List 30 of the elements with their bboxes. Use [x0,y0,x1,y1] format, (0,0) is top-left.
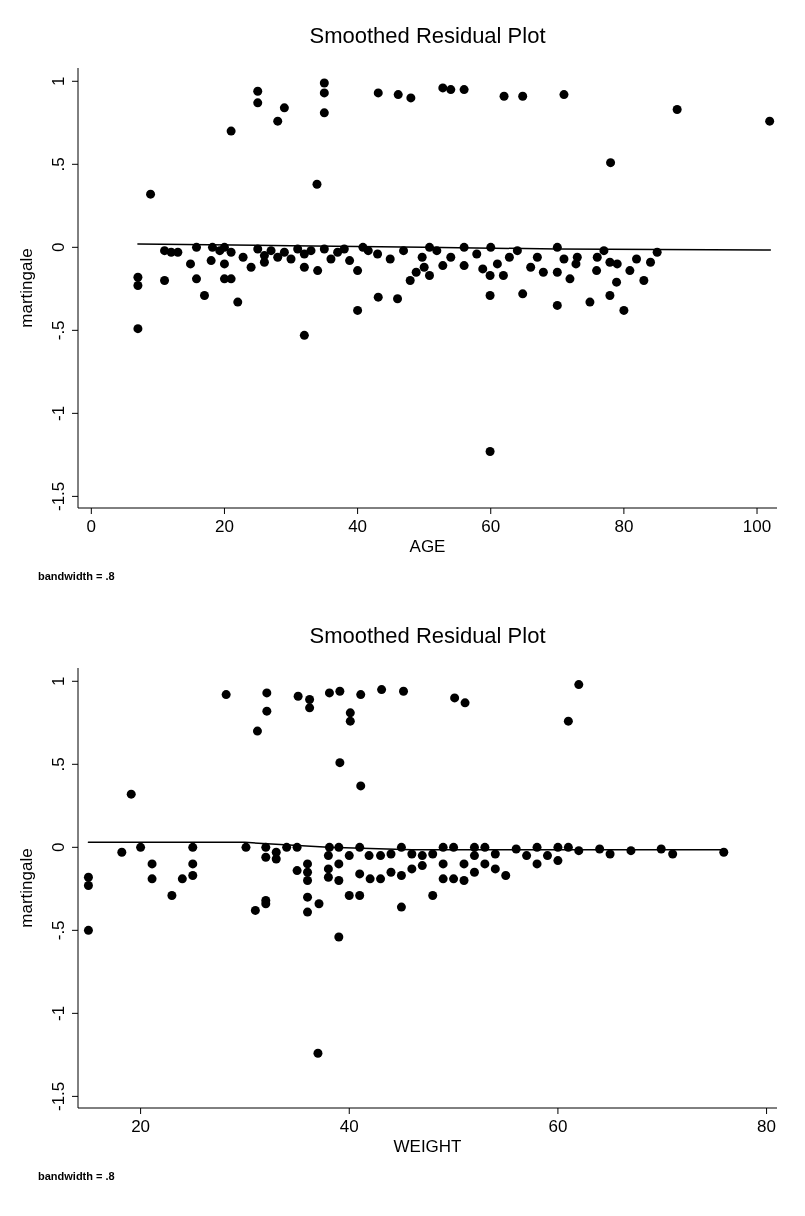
x-tick-label: 40 [339,1117,359,1136]
x-tick-label: 20 [215,517,234,536]
x-tick-label: 80 [757,1117,777,1136]
y-tick-label: -1.5 [49,1081,68,1112]
x-axis-title: AGE [409,537,446,556]
y-tick-label: -1.5 [49,481,68,512]
text: bandwidth = .8 [38,570,115,582]
y-tick-label: -1 [49,1005,68,1021]
y-tick-label: .5 [49,757,68,772]
x-tick-label: 40 [348,517,368,536]
x-axis-title: WEIGHT [393,1137,462,1156]
y-tick-label: 0 [49,842,68,853]
x-tick-label: 100 [742,517,772,536]
x-tick-label: 60 [481,517,501,536]
x-tick-label: 20 [131,1117,151,1136]
chart-title: Smoothed Residual Plot [309,623,546,648]
text: bandwidth = .8 [38,1170,115,1182]
y-tick-label: .5 [49,157,68,172]
y-tick-label: -1 [49,405,68,421]
chart-title: Smoothed Residual Plot [309,23,546,48]
y-axis-title: martingale [17,848,36,928]
y-axis-title: martingale [17,248,36,328]
x-tick-label: 60 [548,1117,568,1136]
x-tick-label: 0 [86,517,97,536]
x-tick-label: 80 [614,517,634,536]
y-tick-label: -.5 [49,920,68,941]
y-tick-label: 0 [49,242,68,253]
y-tick-label: -.5 [49,320,68,341]
y-tick-label: 1 [49,676,68,687]
y-tick-label: 1 [49,76,68,87]
